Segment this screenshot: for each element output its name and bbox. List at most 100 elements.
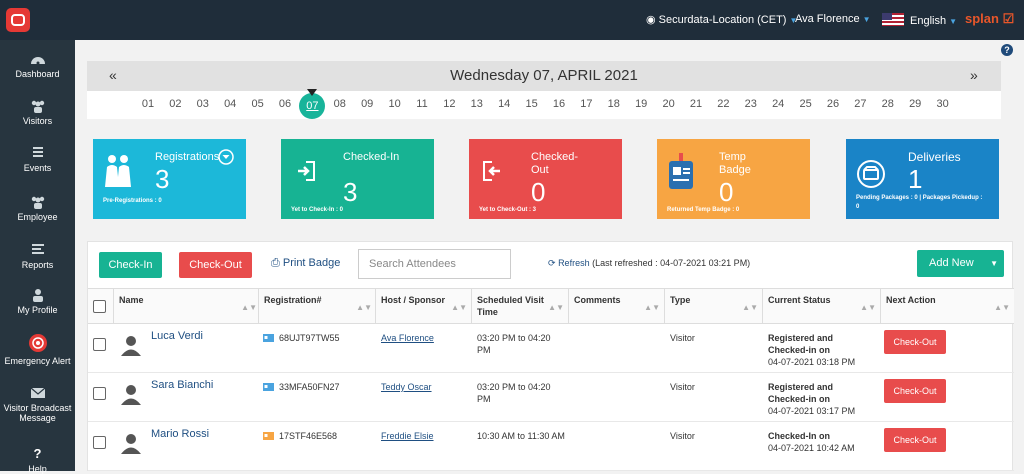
th-type[interactable]: Type ▲▼ [664, 289, 762, 323]
sidebar-label: Visitor Broadcast Message [3, 403, 72, 423]
sidebar-label: Visitors [22, 116, 53, 126]
host-link[interactable]: Freddie Elsie [381, 431, 434, 441]
day-06[interactable]: 06 [278, 98, 292, 110]
day-01[interactable]: 01 [141, 98, 155, 110]
registrations-card[interactable]: Registrations 3 Pre-Registrations : 0 [93, 139, 246, 219]
day-10[interactable]: 10 [388, 98, 401, 110]
chevron-down-icon[interactable]: ▼ [990, 259, 998, 268]
select-all-checkbox[interactable] [93, 300, 106, 313]
current-date-title: Wednesday 07, APRIL 2021 [450, 67, 638, 84]
visitor-name[interactable]: Luca Verdi [151, 330, 203, 342]
day-17[interactable]: 17 [580, 98, 593, 110]
row-checkbox[interactable] [93, 387, 106, 400]
sidebar-item-reports[interactable]: Reports [0, 243, 75, 270]
day-11[interactable]: 11 [416, 98, 428, 110]
checked-out-sub: Yet to Check-Out : 3 [479, 207, 537, 213]
main-content: ? « Wednesday 07, APRIL 2021 » 01 02 03 04 0… [75, 40, 1024, 471]
sidebar-item-employee[interactable]: Employee [0, 195, 75, 222]
day-03[interactable]: 03 [196, 98, 209, 110]
visitor-name[interactable]: Sara Bianchi [151, 379, 214, 391]
refresh-link[interactable]: Refresh [558, 258, 590, 268]
help-icon[interactable]: ? [1001, 44, 1013, 56]
day-13[interactable]: 13 [470, 98, 483, 110]
location-label: Securdata-Location (CET) [658, 14, 787, 26]
day-16[interactable]: 16 [552, 98, 566, 110]
check-in-button[interactable]: Check-In [99, 252, 162, 278]
checked-out-title: Checked-Out [531, 151, 579, 176]
th-host[interactable]: Host / Sponsor ▲▼ [375, 289, 471, 323]
visitor-name[interactable]: Mario Rossi [151, 428, 210, 440]
day-21[interactable]: 21 [689, 98, 703, 110]
day-26[interactable]: 26 [826, 98, 840, 110]
chevron-down-icon: ▼ [862, 15, 871, 24]
day-23[interactable]: 23 [744, 98, 757, 110]
visitor-type: Visitor [670, 382, 695, 392]
sidebar-item-visitors[interactable]: Visitors [0, 99, 75, 126]
host-link[interactable]: Ava Florence [381, 333, 434, 343]
day-29[interactable]: 29 [909, 98, 922, 110]
reports-icon [31, 244, 44, 254]
avatar-icon [121, 434, 141, 454]
avatar-icon [121, 336, 141, 356]
day-08[interactable]: 08 [333, 98, 346, 110]
deliveries-title: Deliveries [908, 150, 961, 164]
sidebar-item-visitor-broadcast[interactable]: Visitor Broadcast Message [0, 386, 75, 423]
user-name: Ava Florence [795, 13, 860, 25]
day-15[interactable]: 15 [525, 98, 538, 110]
row-checkbox[interactable] [93, 338, 106, 351]
day-22[interactable]: 22 [717, 98, 730, 110]
day-30[interactable]: 30 [936, 98, 949, 110]
row-check-out-button[interactable]: Check-Out [884, 428, 946, 452]
th-name[interactable]: Name ▲▼ [113, 289, 261, 323]
check-out-button[interactable]: Check-Out [179, 252, 252, 278]
registration-number: 17STF46E568 [263, 430, 337, 442]
dashboard-icon [30, 57, 45, 65]
checked-out-card[interactable]: Checked-Out 0 Yet to Check-Out : 3 [469, 139, 622, 219]
deliveries-card[interactable]: Deliveries 1 Pending Packages : 0 | Pack… [846, 139, 999, 219]
temp-badge-count: 0 [719, 177, 734, 207]
day-24[interactable]: 24 [772, 98, 785, 110]
location-selector[interactable]: ◉ Securdata-Location (CET) ▼ [646, 13, 797, 26]
sidebar-label: Dashboard [15, 69, 60, 79]
app-logo[interactable] [6, 8, 30, 32]
add-new-button[interactable]: Add New ▼ [917, 250, 1004, 277]
user-menu[interactable]: Ava Florence ▼ [795, 13, 871, 25]
sidebar-item-events[interactable]: Events [0, 146, 75, 173]
prev-month-button[interactable]: « [109, 67, 117, 83]
day-05[interactable]: 05 [251, 98, 264, 110]
th-scheduled-time[interactable]: Scheduled Visit Time ▲▼ [471, 289, 568, 323]
checked-in-card[interactable]: Checked-In 3 Yet to Check-In : 0 [281, 139, 434, 219]
next-month-button[interactable]: » [970, 67, 978, 83]
th-current-status[interactable]: Current Status ▲▼ [762, 289, 880, 323]
day-04[interactable]: 04 [224, 98, 237, 110]
day-25[interactable]: 25 [799, 98, 812, 110]
day-02[interactable]: 02 [169, 98, 182, 110]
th-registration[interactable]: Registration# ▲▼ [258, 289, 376, 323]
day-12[interactable]: 12 [443, 98, 456, 110]
th-next-action[interactable]: Next Action ▲▼ [880, 289, 1014, 323]
sidebar-item-dashboard[interactable]: Dashboard [0, 52, 75, 79]
sidebar-item-my-profile[interactable]: My Profile [0, 288, 75, 315]
temp-badge-card[interactable]: Temp Badge 0 Returned Temp Badge : 0 [657, 139, 810, 219]
day-09[interactable]: 09 [361, 98, 374, 110]
print-badge-link[interactable]: ⎙ Print Badge [271, 257, 340, 270]
host-link[interactable]: Teddy Oscar [381, 382, 432, 392]
sidebar-item-help[interactable]: ? Help [0, 446, 75, 474]
row-check-out-button[interactable]: Check-Out [884, 379, 946, 403]
day-20[interactable]: 20 [662, 98, 675, 110]
day-14[interactable]: 14 [498, 98, 511, 110]
chevron-down-icon: ▼ [949, 17, 957, 26]
row-checkbox[interactable] [93, 436, 106, 449]
refresh-icon[interactable]: ⟳ [548, 258, 556, 268]
row-check-out-button[interactable]: Check-Out [884, 330, 946, 354]
search-attendees-input[interactable]: Search Attendees [358, 249, 511, 279]
language-selector[interactable]: English ▼ [882, 13, 957, 27]
th-comments[interactable]: Comments ▲▼ [568, 289, 664, 323]
day-19[interactable]: 19 [635, 98, 648, 110]
day-28[interactable]: 28 [881, 98, 894, 110]
sidebar-item-emergency-alert[interactable]: Emergency Alert [0, 333, 75, 366]
day-07[interactable]: 07 [299, 89, 326, 119]
chevron-down-circle-icon[interactable] [218, 149, 234, 165]
day-27[interactable]: 27 [854, 98, 867, 110]
day-18[interactable]: 18 [607, 98, 620, 110]
